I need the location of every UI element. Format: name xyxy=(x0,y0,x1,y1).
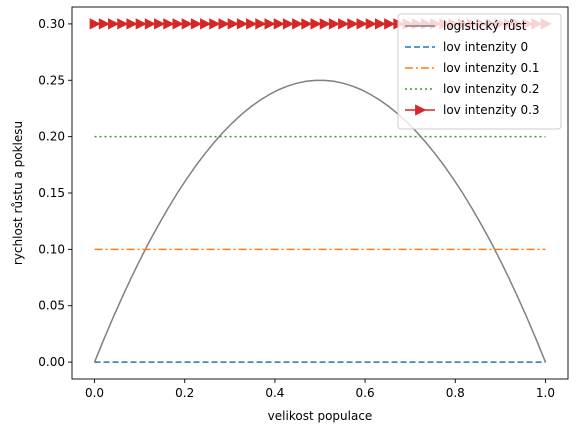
series-marker xyxy=(384,18,396,30)
series-marker xyxy=(163,18,175,30)
series-marker xyxy=(172,18,184,30)
legend-label: lov intenzity 0.2 xyxy=(443,82,540,96)
series-marker xyxy=(255,18,267,30)
legend-label: lov intenzity 0 xyxy=(443,40,528,54)
x-tick-label: 0.0 xyxy=(85,386,104,400)
series-marker xyxy=(365,18,377,30)
series-marker xyxy=(98,18,111,30)
series-marker xyxy=(282,18,295,30)
ticks-layer: 0.0 0.2 0.4 0.6 0.8 1.0 0.00 0.05 0.10 0.15 0.20 0.… xyxy=(38,17,555,400)
series-marker xyxy=(209,18,221,30)
series-marker xyxy=(218,18,230,30)
series-marker xyxy=(227,18,239,30)
y-tick-label: 0.25 xyxy=(38,73,65,87)
series-marker xyxy=(374,18,387,30)
x-tick-label: 1.0 xyxy=(536,386,555,400)
series-marker xyxy=(246,18,258,30)
y-axis-label: rychlost růstu a poklesu xyxy=(11,121,25,265)
legend-item: lov intenzity 0 xyxy=(405,40,528,54)
series-marker xyxy=(356,18,368,30)
legend-label: lov intenzity 0.1 xyxy=(443,61,540,75)
series-marker xyxy=(328,18,341,30)
series-marker xyxy=(264,18,276,30)
series-marker xyxy=(190,18,203,30)
series-marker xyxy=(319,18,331,30)
x-tick-label: 0.2 xyxy=(175,386,194,400)
y-tick-label: 0.20 xyxy=(38,130,65,144)
x-tick-label: 0.4 xyxy=(265,386,284,400)
series-0 xyxy=(93,79,547,363)
legend-item: logistický růst xyxy=(405,19,527,33)
legend-item: lov intenzity 0.1 xyxy=(405,61,540,75)
series-marker xyxy=(154,18,166,30)
series-marker xyxy=(347,18,359,30)
series-marker xyxy=(135,18,147,30)
series-marker xyxy=(117,18,129,30)
y-tick-label: 0.05 xyxy=(38,299,65,313)
series-marker xyxy=(126,18,138,30)
series-marker xyxy=(301,18,313,30)
series-line xyxy=(93,79,547,363)
x-tick-label: 0.6 xyxy=(356,386,375,400)
legend-label: logistický růst xyxy=(443,19,527,33)
legend-item: lov intenzity 0.2 xyxy=(405,82,540,96)
y-tick-label: 0.10 xyxy=(38,242,65,256)
legend: logistický růst lov intenzity 0 lov intenz… xyxy=(397,13,562,130)
series-marker xyxy=(273,18,286,30)
series-marker xyxy=(200,18,212,30)
series-marker xyxy=(338,18,350,30)
series-marker xyxy=(310,18,322,30)
series-marker xyxy=(236,18,249,30)
x-tick-label: 0.8 xyxy=(446,386,465,400)
y-tick-label: 0.00 xyxy=(38,355,65,369)
series-marker xyxy=(292,18,304,30)
legend-label: lov intenzity 0.3 xyxy=(443,103,540,117)
legend-box xyxy=(397,13,562,130)
legend-item: lov intenzity 0.3 xyxy=(405,103,540,117)
series-marker xyxy=(108,18,120,30)
y-tick-label: 0.15 xyxy=(38,186,65,200)
legend-marker xyxy=(415,104,427,116)
y-tick-label: 0.30 xyxy=(38,17,65,31)
series-marker xyxy=(181,18,193,30)
series-marker xyxy=(89,18,101,30)
x-axis-label: velikost populace xyxy=(268,409,373,423)
series-marker xyxy=(144,18,157,30)
